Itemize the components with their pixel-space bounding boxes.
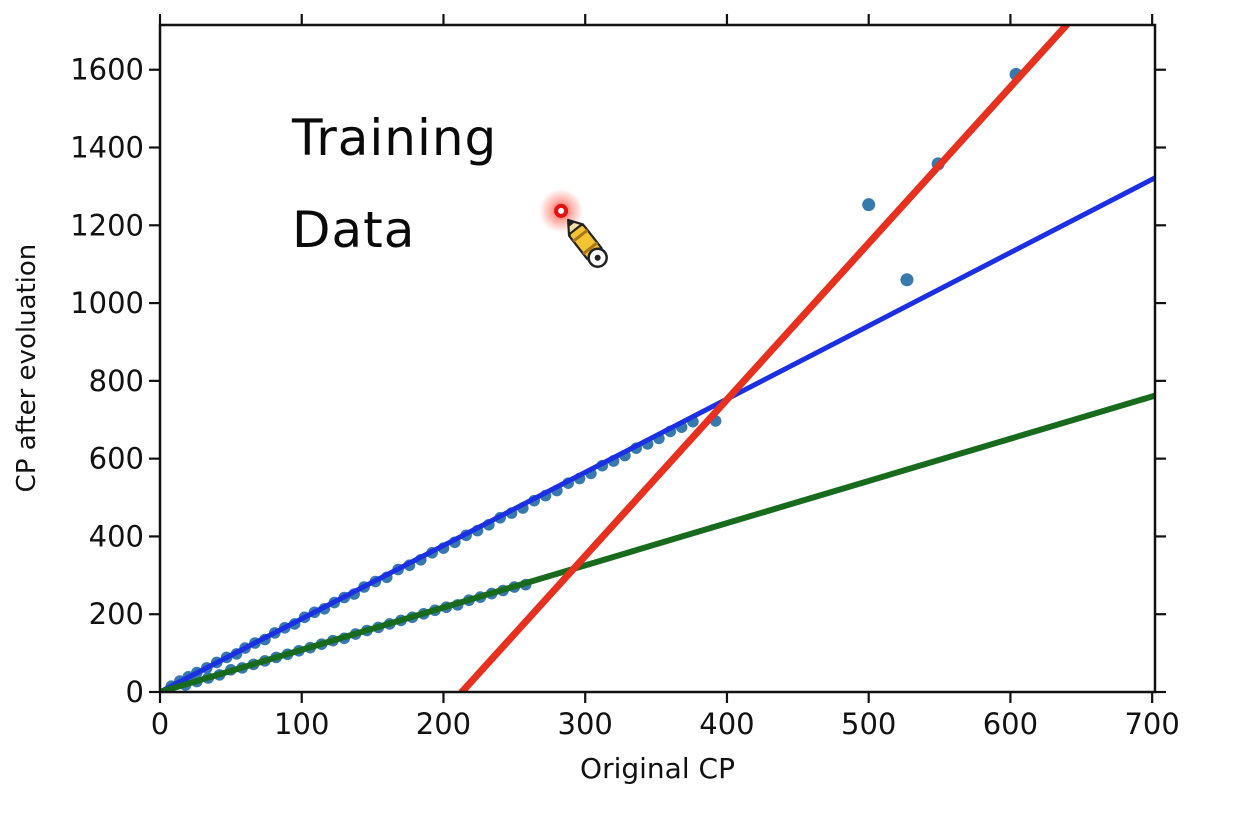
regression-lines [160,25,1155,692]
y-tick-label: 800 [89,364,144,398]
x-tick-label: 500 [841,707,896,741]
blue-regression-line [160,175,1155,692]
y-tick-label: 1400 [70,131,144,165]
y-tick-label: 1000 [70,286,144,320]
pencil-cursor-icon [539,188,608,268]
upper-cluster-points [165,415,722,692]
data-point [900,273,914,287]
y-tick-label: 1200 [70,208,144,242]
axis-ticks: 0 100 200 300 400 500 600 700 0 200 400 600 800 1000 1… [70,14,1180,741]
y-tick-label: 1600 [70,53,144,87]
pencil-glyph [567,218,608,268]
y-tick-label: 0 [126,675,144,709]
x-tick-label: 400 [699,707,754,741]
red-regression-line [458,25,1072,692]
data-point [862,198,876,212]
x-tick-label: 700 [1124,707,1179,741]
y-axis-label: CP after evoluation [12,243,42,493]
y-tick-label: 600 [89,442,144,476]
green-regression-line [160,392,1155,692]
x-tick-label: 300 [558,707,613,741]
x-tick-label: 600 [983,707,1038,741]
x-tick-label: 200 [416,707,471,741]
y-tick-label: 400 [89,519,144,553]
x-axis-label: Original CP [580,752,735,785]
x-tick-label: 100 [274,707,329,741]
plot-frame [158,23,1157,694]
chart-annotation: Training Data [292,109,498,259]
x-tick-label: 0 [151,707,169,741]
y-tick-label: 200 [89,597,144,631]
